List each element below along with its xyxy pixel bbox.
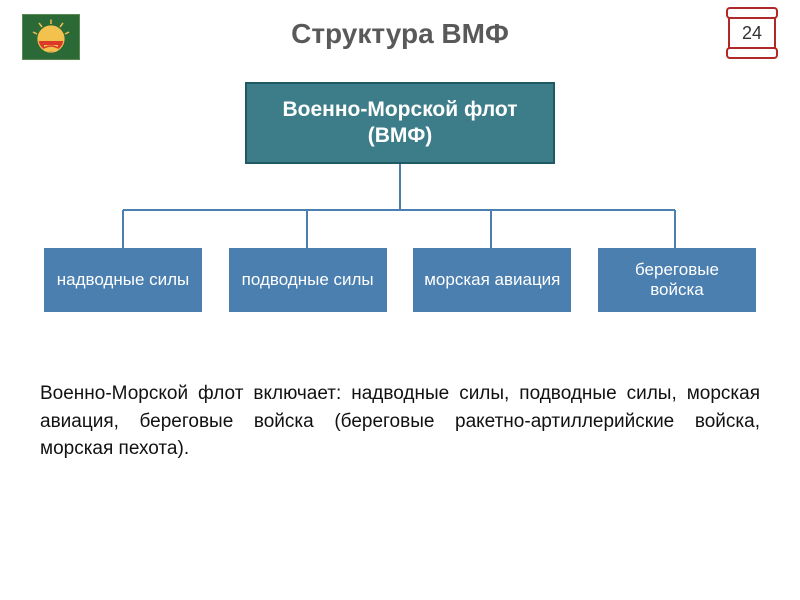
org-root-label: Военно-Морской флот (ВМФ) xyxy=(263,97,537,150)
org-children-row: надводные силы подводные силы морская авиа… xyxy=(44,248,756,312)
description-paragraph: Военно-Морской флот включает: надводные … xyxy=(40,380,760,463)
org-child-label: подводные силы xyxy=(242,270,374,290)
org-child-label: морская авиация xyxy=(424,270,560,290)
org-child-node: береговые войска xyxy=(598,248,756,312)
org-child-node: надводные силы xyxy=(44,248,202,312)
org-root-node: Военно-Морской флот (ВМФ) xyxy=(245,82,555,164)
slide: Структура ВМФ 24 Военно-Морской флот (ВМ… xyxy=(0,0,800,600)
org-child-node: подводные силы xyxy=(229,248,387,312)
org-child-node: морская авиация xyxy=(413,248,571,312)
org-child-label: береговые войска xyxy=(608,260,746,301)
org-child-label: надводные силы xyxy=(57,270,190,290)
